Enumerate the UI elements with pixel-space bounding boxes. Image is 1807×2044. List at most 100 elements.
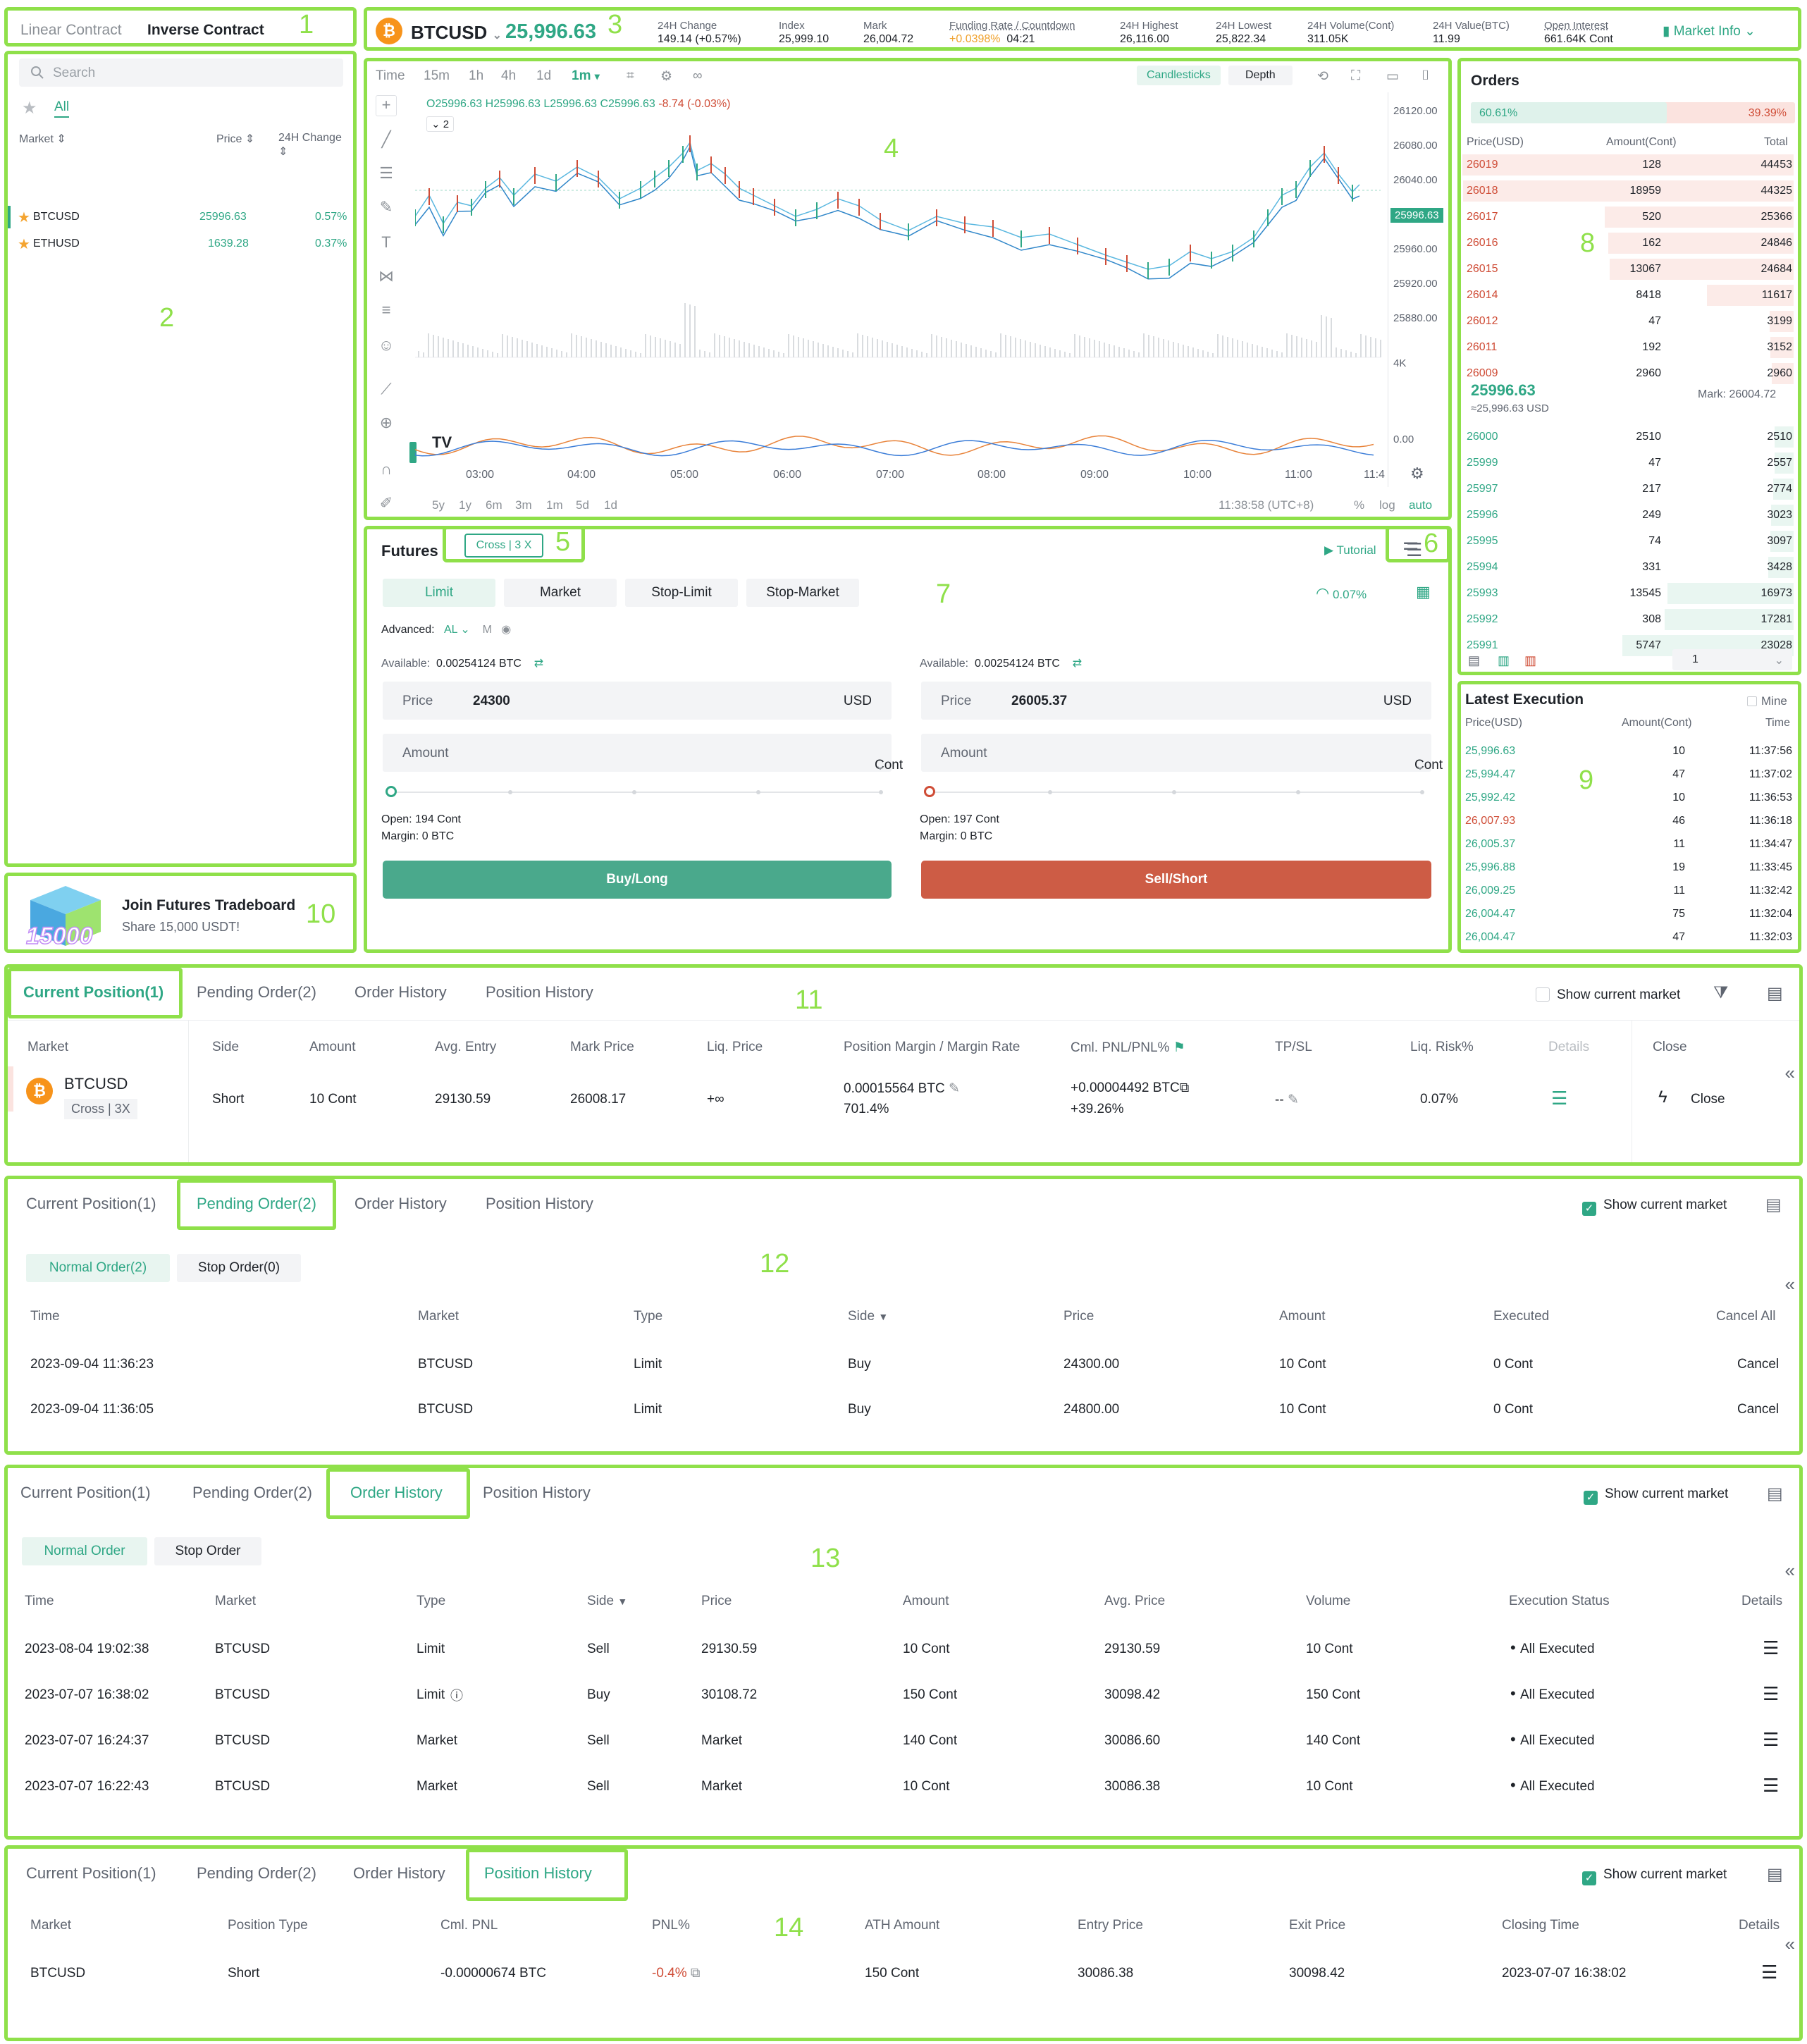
chart-settings-gear-icon[interactable]: ⚙	[1410, 464, 1424, 482]
ask-row[interactable]: 26015 13067 24684	[1461, 257, 1798, 281]
crosshair-tool-icon[interactable]: +	[376, 95, 397, 116]
magnet-tool-icon[interactable]: ∩	[381, 460, 392, 478]
show-current-market-checkbox[interactable]: ✓ Show current market	[1582, 1198, 1727, 1216]
col-market[interactable]: Market ⇕	[19, 133, 66, 145]
zoom-tool-icon[interactable]: ⊕	[379, 414, 393, 431]
subtab-normal-order[interactable]: Normal Order(2)	[26, 1254, 170, 1282]
oh-col-side[interactable]: Side ▼	[587, 1594, 628, 1608]
details-list-icon[interactable]: ☰	[1763, 1637, 1780, 1658]
bid-row[interactable]: 26000 2510 2510	[1461, 425, 1798, 449]
cancel-order-button[interactable]: Cancel	[1737, 1402, 1780, 1417]
tab-pending-order[interactable]: Pending Order(2)	[197, 1864, 316, 1882]
fib-tool-icon[interactable]: ≡	[381, 301, 391, 319]
close-position-link[interactable]: Close	[1691, 1092, 1725, 1107]
bid-row[interactable]: 25994 331 3428	[1461, 555, 1798, 579]
tab-pending-order[interactable]: Pending Order(2)	[197, 983, 316, 1001]
order-type-limit[interactable]: Limit	[383, 579, 495, 607]
hline-tool-icon[interactable]: ☰	[379, 164, 393, 182]
stat-funding-rate[interactable]: Funding Rate / Countdown +0.0398% 04:21	[949, 20, 1075, 45]
range-5y[interactable]: 5y	[432, 498, 445, 512]
ask-row[interactable]: 26014 8418 11617	[1461, 283, 1798, 307]
buy-slider-knob[interactable]	[386, 786, 397, 797]
tutorial-link[interactable]: ▶ Tutorial	[1324, 543, 1376, 557]
ask-row[interactable]: 26009 2960 2960	[1461, 362, 1798, 386]
share-icon[interactable]: ⧉	[1179, 1081, 1190, 1095]
interval-1d[interactable]: 1d	[536, 68, 552, 83]
tab-current-position[interactable]: Current Position(1)	[23, 983, 164, 1001]
info-icon[interactable]: ⓘ	[450, 1689, 463, 1703]
bid-row[interactable]: 25995 74 3097	[1461, 529, 1798, 553]
scale-percent[interactable]: %	[1354, 498, 1365, 512]
ticker-symbol-dropdown[interactable]: BTCUSD ⌄	[411, 22, 502, 43]
range-1m[interactable]: 1m	[546, 498, 563, 512]
advanced-al-dropdown[interactable]: AL ⌄	[443, 624, 470, 636]
brush-tool-icon[interactable]: ✎	[379, 198, 393, 216]
advanced-m-toggle[interactable]: M	[482, 624, 492, 636]
tab-order-history[interactable]: Order History	[354, 1195, 447, 1212]
show-current-market-checkbox[interactable]: ✓ Show current market	[1582, 1867, 1727, 1885]
pencil-tool-icon[interactable]: ✐	[379, 494, 393, 512]
sell-amount-input[interactable]: Amount Cont ⌄	[921, 734, 1443, 773]
bid-row[interactable]: 25999 47 2557	[1461, 451, 1798, 475]
edit-icon[interactable]: ✎	[948, 1081, 960, 1096]
tab-inverse-contract[interactable]: Inverse Contract	[147, 22, 264, 38]
document-icon[interactable]: ▤	[1767, 984, 1783, 1003]
ask-row[interactable]: 26016 162 24846	[1461, 231, 1798, 255]
tab-pending-order[interactable]: Pending Order(2)	[192, 1484, 312, 1501]
favorite-star-icon[interactable]: ★	[18, 237, 30, 252]
tab-order-history[interactable]: Order History	[354, 983, 447, 1001]
col-24h-change[interactable]: 24H Change ⇕	[278, 132, 342, 158]
buy-amount-slider[interactable]	[391, 792, 882, 793]
document-icon[interactable]: ▤	[1767, 1865, 1783, 1884]
tab-current-position[interactable]: Current Position(1)	[26, 1864, 156, 1882]
interval-1h[interactable]: 1h	[469, 68, 484, 83]
transfer-icon[interactable]: ⇄	[1072, 658, 1083, 670]
text-tool-icon[interactable]: T	[381, 233, 391, 251]
favorites-star-icon[interactable]: ★	[22, 99, 37, 118]
ruler-tool-icon[interactable]: ⟋	[381, 380, 392, 398]
bid-row[interactable]: 25996 249 3023	[1461, 503, 1798, 527]
ask-row[interactable]: 26011 192 3152	[1461, 335, 1798, 359]
mine-checkbox[interactable]: Mine	[1747, 694, 1787, 708]
tab-order-history[interactable]: Order History	[350, 1484, 443, 1501]
range-3m[interactable]: 3m	[515, 498, 532, 512]
buy-long-button[interactable]: Buy/Long	[383, 861, 892, 899]
reset-icon[interactable]: ⟲	[1317, 69, 1328, 84]
interval-15m[interactable]: 15m	[424, 68, 450, 83]
candlestick-chart[interactable]	[415, 125, 1388, 470]
details-list-icon[interactable]: ☰	[1763, 1775, 1780, 1796]
indicator-toggle[interactable]: ⌄ 2	[426, 116, 455, 132]
bid-row[interactable]: 25997 217 2774	[1461, 477, 1798, 501]
range-5d[interactable]: 5d	[576, 498, 589, 512]
details-list-icon[interactable]: ☰	[1763, 1683, 1780, 1704]
ask-row[interactable]: 26017 520 25366	[1461, 205, 1798, 229]
market-info-button[interactable]: ▮ Market Info ⌄	[1663, 24, 1756, 39]
favorite-star-icon[interactable]: ★	[18, 210, 30, 226]
document-icon[interactable]: ▤	[1765, 1195, 1782, 1214]
market-row-ethusd[interactable]: ★ ETHUSD 1639.28 0.37%	[8, 232, 353, 256]
collapse-icon[interactable]: «	[1784, 1933, 1795, 1954]
layout-icon[interactable]: ▭	[1386, 69, 1399, 84]
view-bids-icon[interactable]: ▥	[1498, 653, 1510, 667]
buy-price-input[interactable]: Price 24300 USD	[383, 682, 892, 720]
ask-row[interactable]: 26018 18959 44325	[1461, 179, 1798, 203]
details-list-icon[interactable]: ☰	[1763, 1729, 1780, 1750]
scale-auto[interactable]: auto	[1409, 498, 1433, 512]
col-price[interactable]: Price ⇕	[216, 133, 255, 145]
interval-4h[interactable]: 4h	[501, 68, 517, 83]
preferences-sliders-icon[interactable]: ☰	[1406, 539, 1423, 560]
range-6m[interactable]: 6m	[486, 498, 502, 512]
transfer-icon[interactable]: ⇄	[534, 658, 544, 670]
view-asks-icon[interactable]: ▥	[1524, 653, 1537, 667]
flag-icon[interactable]: ⚑	[1173, 1040, 1185, 1055]
tab-position-history[interactable]: Position History	[486, 1195, 593, 1212]
view-both-icon[interactable]: ▤	[1468, 653, 1481, 667]
cancel-order-button[interactable]: Cancel	[1737, 1357, 1780, 1372]
show-current-market-checkbox[interactable]: ✓ Show current market	[1584, 1486, 1728, 1505]
promo-banner[interactable]: 15000 Join Futures Tradeboard Share 15,0…	[4, 873, 357, 953]
buy-amount-input[interactable]: Amount Cont ⌄	[383, 734, 903, 773]
tab-all-markets[interactable]: All	[54, 99, 70, 118]
subtab-stop-order[interactable]: Stop Order(0)	[177, 1254, 301, 1282]
interval-time[interactable]: Time	[376, 68, 405, 83]
lightning-icon[interactable]: ϟ	[1658, 1088, 1667, 1107]
